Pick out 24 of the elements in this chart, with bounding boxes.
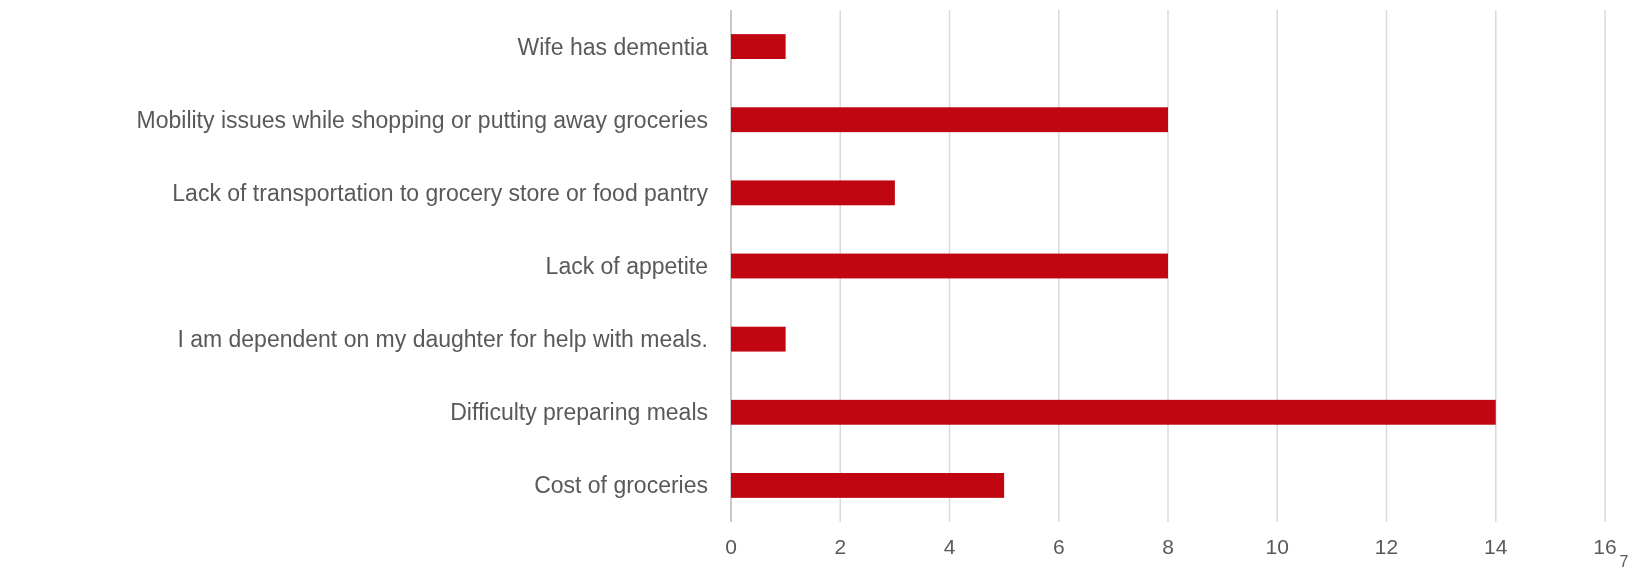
x-tick-label: 16 — [1593, 535, 1617, 558]
y-tick-label: Mobility issues while shopping or putting away groceries — [136, 106, 708, 133]
y-tick-label: Lack of appetite — [545, 253, 708, 280]
x-tick-label: 12 — [1374, 535, 1399, 558]
x-tick-label: 14 — [1484, 535, 1508, 558]
bar — [731, 107, 1168, 133]
bar — [731, 399, 1496, 425]
bar — [731, 180, 895, 206]
y-tick-label: I am dependent on my daughter for help with meals. — [177, 326, 708, 353]
x-tick-label: 2 — [834, 535, 847, 558]
bar — [731, 34, 786, 60]
x-tick-label: 6 — [1052, 535, 1065, 558]
y-tick-label: Lack of transportation to grocery store or food pantry — [172, 179, 709, 206]
y-tick-label: Difficulty preparing meals — [450, 399, 708, 426]
bar — [731, 253, 1168, 279]
x-tick-label: 8 — [1162, 535, 1174, 558]
x-tick-label: 0 — [725, 535, 737, 558]
x-tick-label: 4 — [943, 535, 956, 558]
bar — [731, 472, 1005, 498]
bar — [731, 326, 786, 352]
text: 7 — [1619, 553, 1629, 570]
y-tick-label: Cost of groceries — [534, 472, 708, 499]
x-tick-label: 10 — [1265, 535, 1289, 558]
y-tick-label: Wife has dementia — [517, 33, 709, 60]
